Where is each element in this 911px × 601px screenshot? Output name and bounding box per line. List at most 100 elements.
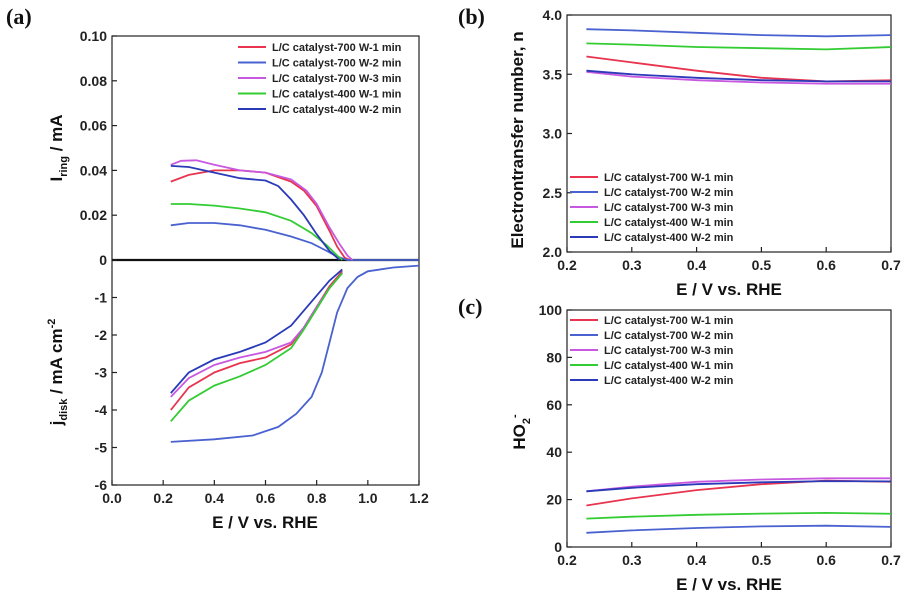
legend-entry: L/C catalyst-700 W-2 min — [604, 187, 734, 199]
y-tick-label: 0 — [554, 539, 562, 555]
ring-current-line — [170, 165, 341, 261]
series-line — [586, 42, 892, 51]
legend-entry: L/C catalyst-700 W-3 min — [272, 73, 402, 85]
legend-entry: L/C catalyst-400 W-1 min — [604, 217, 734, 229]
panel-a-xticks: 0.0 0.2 0.4 0.6 0.8 1.0 1.2 — [102, 480, 429, 506]
legend-entry: L/C catalyst-400 W-1 min — [604, 360, 734, 372]
x-tick-label: 0.2 — [153, 490, 173, 506]
y-tick-label: 4.0 — [543, 7, 563, 23]
y-tick-label: 20 — [546, 492, 562, 508]
x-tick-label: 0.7 — [881, 257, 901, 273]
y-tick-label: 60 — [546, 397, 562, 413]
panel-a-ylabel-top: Iring / mA — [47, 114, 70, 181]
y-tick-label: 40 — [546, 444, 562, 460]
x-tick-label: 0.6 — [256, 490, 276, 506]
series-line — [586, 524, 892, 534]
y-tick-label: -1 — [95, 290, 108, 306]
panel-b-curves — [586, 28, 892, 85]
x-tick-label: 0.2 — [557, 552, 577, 568]
x-tick-label: 0.4 — [687, 552, 707, 568]
legend-entry: L/C catalyst-400 W-1 min — [272, 89, 402, 101]
x-tick-label: 0.7 — [881, 552, 901, 568]
ring-current-line — [170, 203, 343, 261]
y-tick-label: 80 — [546, 349, 562, 365]
y-tick-label: -6 — [95, 477, 108, 493]
y-tick-label: 0.06 — [80, 118, 107, 134]
panel-c: (c) 0 20 40 60 80 100 0.2 0.3 0.4 0.5 0.6 0.7 L/C … — [458, 294, 901, 594]
series-line — [586, 28, 892, 38]
panel-a-label: (a) — [6, 4, 32, 29]
disk-current-line — [170, 268, 343, 394]
x-tick-label: 1.2 — [409, 490, 429, 506]
y-tick-label: -3 — [95, 365, 108, 381]
ring-current-line — [170, 222, 419, 261]
x-tick-label: 0.6 — [816, 552, 836, 568]
panel-b-yticks: 2.0 2.5 3.0 3.5 4.0 — [543, 7, 572, 260]
panel-c-xticks: 0.2 0.3 0.4 0.5 0.6 0.7 — [557, 542, 901, 568]
y-tick-label: 0.04 — [80, 162, 107, 178]
y-tick-label: 0.08 — [80, 73, 107, 89]
x-tick-label: 0.2 — [557, 257, 577, 273]
panel-c-legend: L/C catalyst-700 W-1 min L/C catalyst-700… — [570, 315, 734, 387]
series-line — [586, 479, 892, 507]
panel-c-label: (c) — [458, 294, 482, 319]
series-line — [586, 71, 891, 85]
x-tick-label: 0.5 — [752, 552, 772, 568]
panel-a-yticks-bottom: -6 -5 -4 -3 -2 -1 — [95, 290, 117, 493]
legend-entry: L/C catalyst-400 W-2 min — [604, 375, 734, 387]
series-line — [586, 477, 891, 493]
y-tick-label: 0.10 — [80, 28, 107, 44]
series-line — [586, 69, 891, 83]
x-tick-label: 0.4 — [205, 490, 225, 506]
panel-b-ylabel: Electrontransfer number, n — [508, 31, 527, 248]
panel-b: (b) 2.0 2.5 3.0 3.5 4.0 0.2 0.3 0.4 0.5 0.6 0.7 L… — [458, 4, 901, 299]
series-line — [586, 55, 892, 83]
x-tick-label: 0.6 — [816, 257, 836, 273]
y-tick-label: -4 — [95, 402, 108, 418]
panel-a-curves — [170, 159, 420, 443]
panel-b-legend: L/C catalyst-700 W-1 min L/C catalyst-700… — [570, 172, 734, 244]
disk-current-line — [170, 270, 343, 411]
legend-entry: L/C catalyst-700 W-2 min — [604, 330, 734, 342]
y-tick-label: 0.02 — [80, 207, 107, 223]
x-tick-label: 0.5 — [752, 257, 772, 273]
panel-b-xticks: 0.2 0.3 0.4 0.5 0.6 0.7 — [557, 247, 901, 273]
x-tick-label: 0.8 — [307, 490, 327, 506]
legend-entry: L/C catalyst-700 W-1 min — [272, 42, 402, 54]
y-tick-label: -5 — [95, 440, 108, 456]
disk-current-line — [170, 264, 420, 443]
panel-a-xlabel: E / V vs. RHE — [212, 513, 318, 532]
y-tick-label: 2.5 — [543, 185, 563, 201]
panel-c-xlabel: E / V vs. RHE — [676, 575, 782, 594]
disk-current-line — [170, 272, 343, 422]
panel-c-frame — [566, 309, 892, 548]
legend-entry: L/C catalyst-400 W-2 min — [272, 104, 402, 116]
series-line — [586, 511, 892, 520]
legend-entry: L/C catalyst-700 W-1 min — [604, 172, 734, 184]
x-tick-label: 0.3 — [622, 552, 642, 568]
legend-entry: L/C catalyst-700 W-1 min — [604, 315, 734, 327]
legend-entry: L/C catalyst-700 W-3 min — [604, 202, 734, 214]
legend-entry: L/C catalyst-700 W-3 min — [604, 345, 734, 357]
panel-c-yticks: 0 20 40 60 80 100 — [539, 302, 572, 555]
y-tick-label: 2.0 — [543, 244, 563, 260]
series-line — [586, 480, 892, 493]
panel-a-legend: L/C catalyst-700 W-1 min L/C catalyst-700… — [238, 42, 402, 116]
legend-entry: L/C catalyst-400 W-2 min — [604, 232, 734, 244]
legend-entry: L/C catalyst-700 W-2 min — [272, 58, 402, 70]
y-tick-label: 0 — [99, 252, 107, 268]
x-tick-label: 0.3 — [622, 257, 642, 273]
y-tick-label: -2 — [95, 327, 108, 343]
ring-current-line — [170, 159, 354, 261]
x-tick-label: 0.0 — [102, 490, 122, 506]
panel-a-yticks-top: 0 0.02 0.04 0.06 0.08 0.10 — [80, 28, 117, 268]
y-tick-label: 3.0 — [543, 126, 563, 142]
panel-a: (a) 0 0.02 0.04 0.06 0.08 0.10 -6 -5 -4 -3 -2 -1 0… — [6, 4, 429, 532]
y-tick-label: 3.5 — [543, 66, 563, 82]
panel-b-label: (b) — [458, 4, 485, 29]
x-tick-label: 0.4 — [687, 257, 707, 273]
disk-current-line — [170, 272, 343, 398]
panel-c-ylabel: HO2- — [509, 414, 533, 450]
panel-a-ylabel-bottom: jdisk / mA cm-2 — [46, 319, 70, 427]
